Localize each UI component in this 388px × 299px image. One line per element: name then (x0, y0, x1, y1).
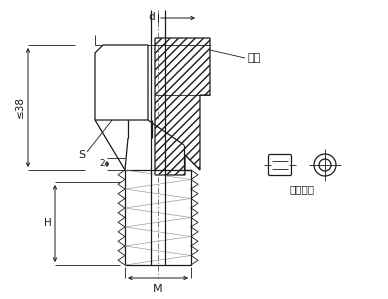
Text: M: M (153, 284, 163, 294)
Text: H: H (44, 219, 52, 228)
Polygon shape (95, 45, 148, 120)
Text: ≤38: ≤38 (15, 97, 25, 118)
Text: 可動卡套: 可動卡套 (290, 184, 315, 194)
Polygon shape (155, 38, 210, 175)
Text: 卡套: 卡套 (248, 53, 261, 63)
FancyBboxPatch shape (268, 155, 291, 176)
Text: S: S (78, 150, 86, 160)
Text: d: d (148, 12, 155, 22)
Text: 2: 2 (99, 159, 105, 169)
